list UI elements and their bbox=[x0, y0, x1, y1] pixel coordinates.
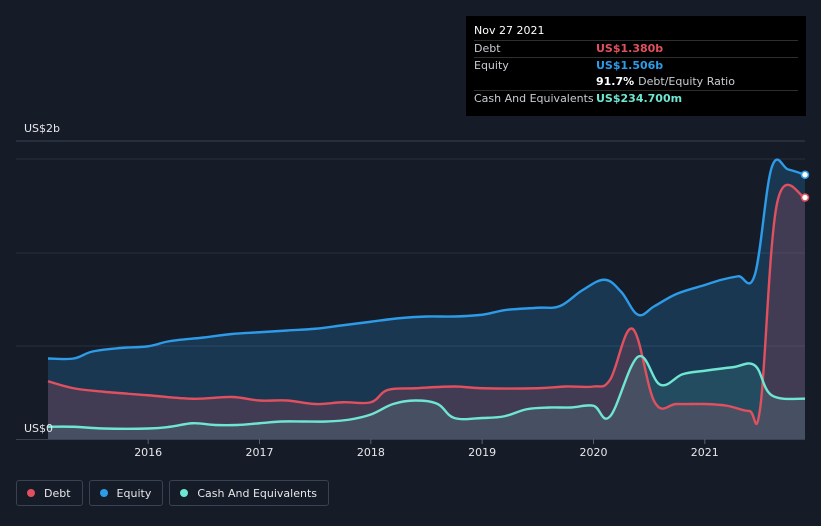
tooltip-date: Nov 27 2021 bbox=[474, 24, 545, 37]
tooltip-debt-value: US$1.380b bbox=[596, 42, 664, 55]
tooltip-equity-label: Equity bbox=[474, 59, 509, 72]
tooltip-debt-label: Debt bbox=[474, 42, 501, 55]
tooltip-ratio-row: 91.7% Debt/Equity Ratio bbox=[474, 74, 798, 90]
axes: US$2b US$0 2016 2017 2018 2019 2020 2021 bbox=[24, 122, 719, 459]
series-line-cash-and-equivalents bbox=[47, 354, 806, 430]
legend-dot-debt bbox=[27, 489, 35, 497]
tooltip-equity-value: US$1.506b bbox=[596, 59, 664, 72]
x-tick-label: 2020 bbox=[579, 446, 607, 459]
legend-label-cash: Cash And Equivalents bbox=[197, 486, 317, 500]
tooltip-ratio-spacer bbox=[474, 74, 596, 90]
legend-item-cash[interactable]: Cash And Equivalents bbox=[169, 480, 329, 506]
series-area-cash-and-equivalents bbox=[48, 356, 805, 439]
tooltip-ratio-value: 91.7% bbox=[596, 75, 635, 88]
legend-dot-equity bbox=[99, 489, 108, 497]
y-axis-bottom-label: US$0 bbox=[24, 422, 53, 435]
legend-item-debt[interactable]: Debt bbox=[16, 480, 83, 506]
x-tick-label: 2021 bbox=[691, 446, 719, 459]
series-lines bbox=[47, 158, 810, 430]
legend-item-equity[interactable]: Equity bbox=[88, 480, 164, 506]
x-tick-label: 2016 bbox=[134, 446, 162, 459]
tooltip-debt-row: Debt US$1.380b bbox=[474, 40, 798, 57]
series-line-equity bbox=[47, 158, 806, 361]
tooltip-cash-row: Cash And Equivalents US$234.700m bbox=[474, 90, 798, 107]
x-tick-label: 2017 bbox=[246, 446, 274, 459]
series-area-debt bbox=[48, 184, 805, 439]
series-end-marker bbox=[800, 193, 810, 202]
x-tick-label: 2019 bbox=[468, 446, 496, 459]
data-tooltip: Nov 27 2021 Debt US$1.380b Equity US$1.5… bbox=[466, 16, 806, 116]
tooltip-cash-label: Cash And Equivalents bbox=[474, 92, 594, 105]
tooltip-equity-row: Equity US$1.506b bbox=[474, 57, 798, 74]
series-end-marker bbox=[800, 170, 810, 180]
legend-label-debt: Debt bbox=[44, 486, 71, 500]
chart-legend: Debt Equity Cash And Equivalents bbox=[16, 480, 329, 506]
y-axis-top-label: US$2b bbox=[24, 122, 60, 135]
legend-label-equity: Equity bbox=[116, 486, 152, 500]
series-line-debt bbox=[47, 183, 806, 425]
tooltip-cash-value: US$234.700m bbox=[596, 92, 683, 105]
legend-dot-cash bbox=[180, 489, 189, 497]
x-tick-label: 2018 bbox=[357, 446, 385, 459]
tooltip-ratio-label: Debt/Equity Ratio bbox=[638, 75, 735, 88]
